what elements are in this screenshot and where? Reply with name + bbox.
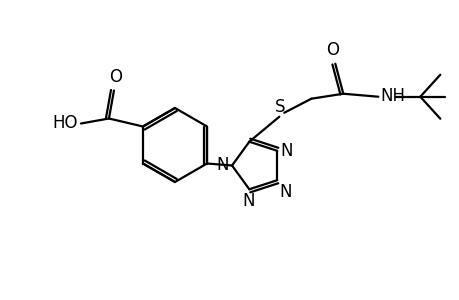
Text: S: S [274,98,285,116]
Text: O: O [109,68,122,85]
Text: N: N [279,183,291,201]
Text: N: N [280,142,292,160]
Text: NH: NH [380,87,404,105]
Text: HO: HO [52,113,78,131]
Text: O: O [325,41,338,59]
Text: N: N [216,155,229,173]
Text: N: N [241,192,254,210]
